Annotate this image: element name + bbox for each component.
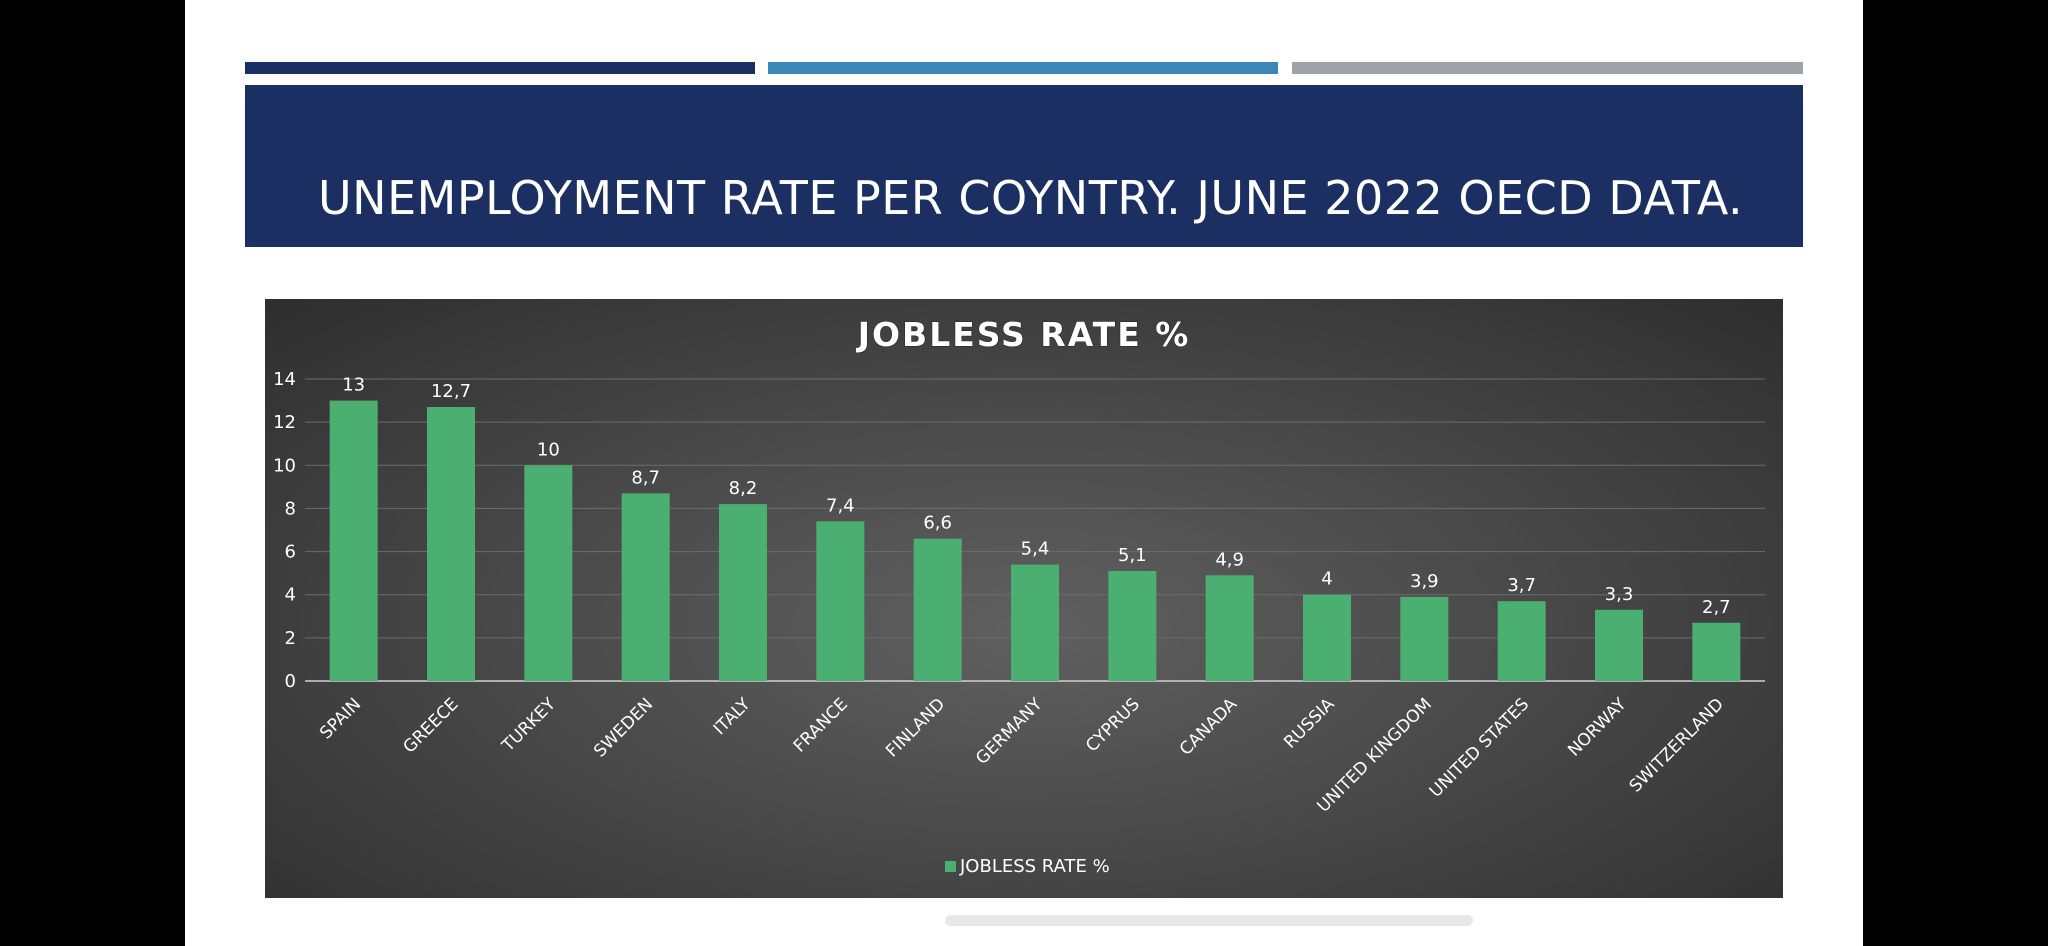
bar <box>427 407 475 681</box>
data-label: 6,6 <box>923 513 952 534</box>
x-tick-label: FRANCE <box>790 694 852 756</box>
data-label: 4,9 <box>1215 549 1244 570</box>
y-tick-label: 10 <box>273 455 296 476</box>
data-label: 3,3 <box>1605 584 1634 605</box>
bar <box>913 538 962 681</box>
bar <box>1205 575 1254 681</box>
x-tick-label: UNITED STATES <box>1426 694 1533 801</box>
title-band: UNEMPLOYMENT RATE PER COYNTRY. JUNE 2022… <box>245 85 1803 247</box>
x-tick-label: NORWAY <box>1564 694 1631 761</box>
bar <box>1595 609 1643 681</box>
y-tick-label: 0 <box>285 671 296 692</box>
data-labels: 13 12,7 10 8,7 8,2 7,4 6,6 5,4 5,1 4,9 4 3,9 3,7 3,3 2… <box>342 375 1730 618</box>
data-label: 5,1 <box>1118 545 1147 566</box>
bar <box>1692 622 1741 681</box>
chart-panel: JOBLESS RATE % 0 2 4 6 8 10 12 14 13 12,7 10 8,7 8,… <box>265 299 1783 898</box>
x-tick-label: CYPRUS <box>1082 694 1144 756</box>
accent-bar-dark <box>245 62 755 74</box>
y-tick-label: 4 <box>285 585 296 606</box>
bar <box>719 504 767 681</box>
x-axis: SPAIN GREECE TURKEY SWEDEN ITALY FRANCE FINLAN… <box>316 694 1728 817</box>
y-tick-label: 14 <box>273 369 296 390</box>
data-label: 4 <box>1321 569 1332 590</box>
legend-swatch <box>945 861 956 872</box>
data-label: 7,4 <box>826 495 855 516</box>
data-label: 13 <box>342 375 365 396</box>
bar <box>329 400 378 681</box>
bar <box>1303 594 1351 681</box>
bar <box>1497 601 1546 681</box>
y-tick-label: 2 <box>285 628 296 649</box>
bar <box>1400 596 1449 681</box>
chart-title: JOBLESS RATE % <box>856 315 1191 354</box>
x-tick-label: SWEDEN <box>590 694 657 761</box>
legend: JOBLESS RATE % <box>945 856 1110 877</box>
data-label: 2,7 <box>1702 597 1731 618</box>
x-tick-label: CANADA <box>1176 694 1242 760</box>
x-tick-label: ITALY <box>710 694 755 739</box>
data-label: 3,7 <box>1507 575 1536 596</box>
horizontal-scrollbar[interactable] <box>945 915 1473 926</box>
data-label: 3,9 <box>1410 571 1439 592</box>
bars <box>329 400 1741 681</box>
x-tick-label: TURKEY <box>498 694 561 757</box>
bar <box>524 465 573 681</box>
accent-bar-gray <box>1292 62 1803 74</box>
data-label: 8,2 <box>729 478 758 499</box>
bar <box>816 521 865 681</box>
x-tick-label: SWITZERLAND <box>1626 694 1728 796</box>
slide-title: UNEMPLOYMENT RATE PER COYNTRY. JUNE 2022… <box>318 171 1744 225</box>
y-tick-label: 6 <box>285 542 296 563</box>
bar <box>1011 564 1059 681</box>
x-tick-label: RUSSIA <box>1280 694 1339 753</box>
data-label: 5,4 <box>1021 539 1050 560</box>
slide: UNEMPLOYMENT RATE PER COYNTRY. JUNE 2022… <box>185 0 1863 946</box>
data-label: 8,7 <box>631 467 660 488</box>
bar <box>1108 570 1157 681</box>
x-tick-label: GERMANY <box>972 694 1047 769</box>
x-tick-label: GREECE <box>400 694 463 757</box>
legend-label: JOBLESS RATE % <box>959 856 1110 877</box>
jobless-rate-chart: JOBLESS RATE % 0 2 4 6 8 10 12 14 13 12,7 10 8,7 8,… <box>273 315 1765 877</box>
y-tick-label: 8 <box>285 498 296 519</box>
data-label: 10 <box>537 439 560 460</box>
x-tick-label: FINLAND <box>882 694 949 761</box>
y-tick-label: 12 <box>273 412 296 433</box>
x-tick-label: SPAIN <box>316 694 365 743</box>
data-label: 12,7 <box>431 381 471 402</box>
accent-bar-blue <box>768 62 1278 74</box>
bar <box>621 493 670 681</box>
